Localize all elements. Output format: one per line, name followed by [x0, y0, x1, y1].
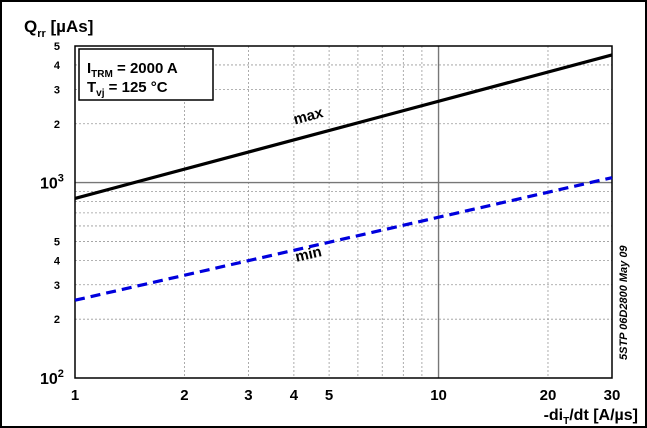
condition-temperature: Tvj = 125 °C: [87, 79, 168, 99]
x-tick-label: 3: [244, 387, 252, 404]
y-tick-label-power: 102: [40, 368, 64, 388]
y-axis-label-sub: rr: [37, 28, 46, 40]
y-tick-label: 3: [54, 280, 60, 292]
conditions-box: ITRM = 2000 A Tvj = 125 °C: [78, 48, 214, 101]
y-tick-exponent: 3: [58, 173, 64, 185]
y-tick-base: 10: [40, 371, 58, 388]
x-tick-label: 10: [430, 387, 447, 404]
y-axis-label: Qrr [µAs]: [24, 17, 93, 40]
x-tick-label: 5: [325, 387, 333, 404]
plot-area-border: [74, 45, 613, 379]
condition-temperature-main: T: [87, 79, 96, 96]
x-axis-label-sub: T: [563, 416, 569, 427]
x-axis-label: -diT/dt [A/µs]: [544, 407, 638, 427]
x-axis-label-post: /dt [A/µs]: [569, 407, 638, 424]
side-reference-text: 5STP 06D2800 May 09: [618, 245, 630, 360]
condition-temperature-rest: = 125 °C: [105, 79, 168, 96]
x-tick-label: 20: [540, 387, 557, 404]
condition-current-rest: = 2000 A: [113, 60, 178, 77]
y-tick-label: 5: [54, 236, 60, 248]
y-tick-label: 5: [54, 41, 60, 53]
y-tick-label: 4: [54, 60, 61, 72]
y-tick-label: 2: [54, 119, 60, 131]
condition-current: ITRM = 2000 A: [87, 60, 178, 80]
y-tick-label: 2: [54, 314, 60, 326]
series-line-min: [74, 176, 613, 302]
series-label-min: min: [294, 243, 324, 266]
x-tick-label: 2: [180, 387, 188, 404]
x-tick-label: 1: [71, 387, 79, 404]
series-line-max: [74, 53, 613, 200]
condition-current-sub: TRM: [91, 69, 113, 80]
x-axis-label-pre: -di: [544, 407, 564, 424]
y-tick-base: 10: [40, 176, 58, 193]
x-tick-label: 4: [290, 387, 299, 404]
condition-current-main: I: [87, 60, 91, 77]
y-axis-label-main: Q: [24, 17, 37, 36]
y-tick-exponent: 2: [58, 368, 64, 380]
y-tick-label-power: 103: [40, 173, 64, 193]
conditions-box-frame: [78, 48, 214, 101]
grid: [75, 46, 612, 378]
y-axis-label-unit: [µAs]: [46, 17, 94, 36]
y-tick-label: 3: [54, 84, 60, 96]
x-tick-label: 30: [604, 387, 621, 404]
condition-temperature-sub: vj: [96, 88, 105, 99]
y-tick-label: 4: [54, 255, 61, 267]
